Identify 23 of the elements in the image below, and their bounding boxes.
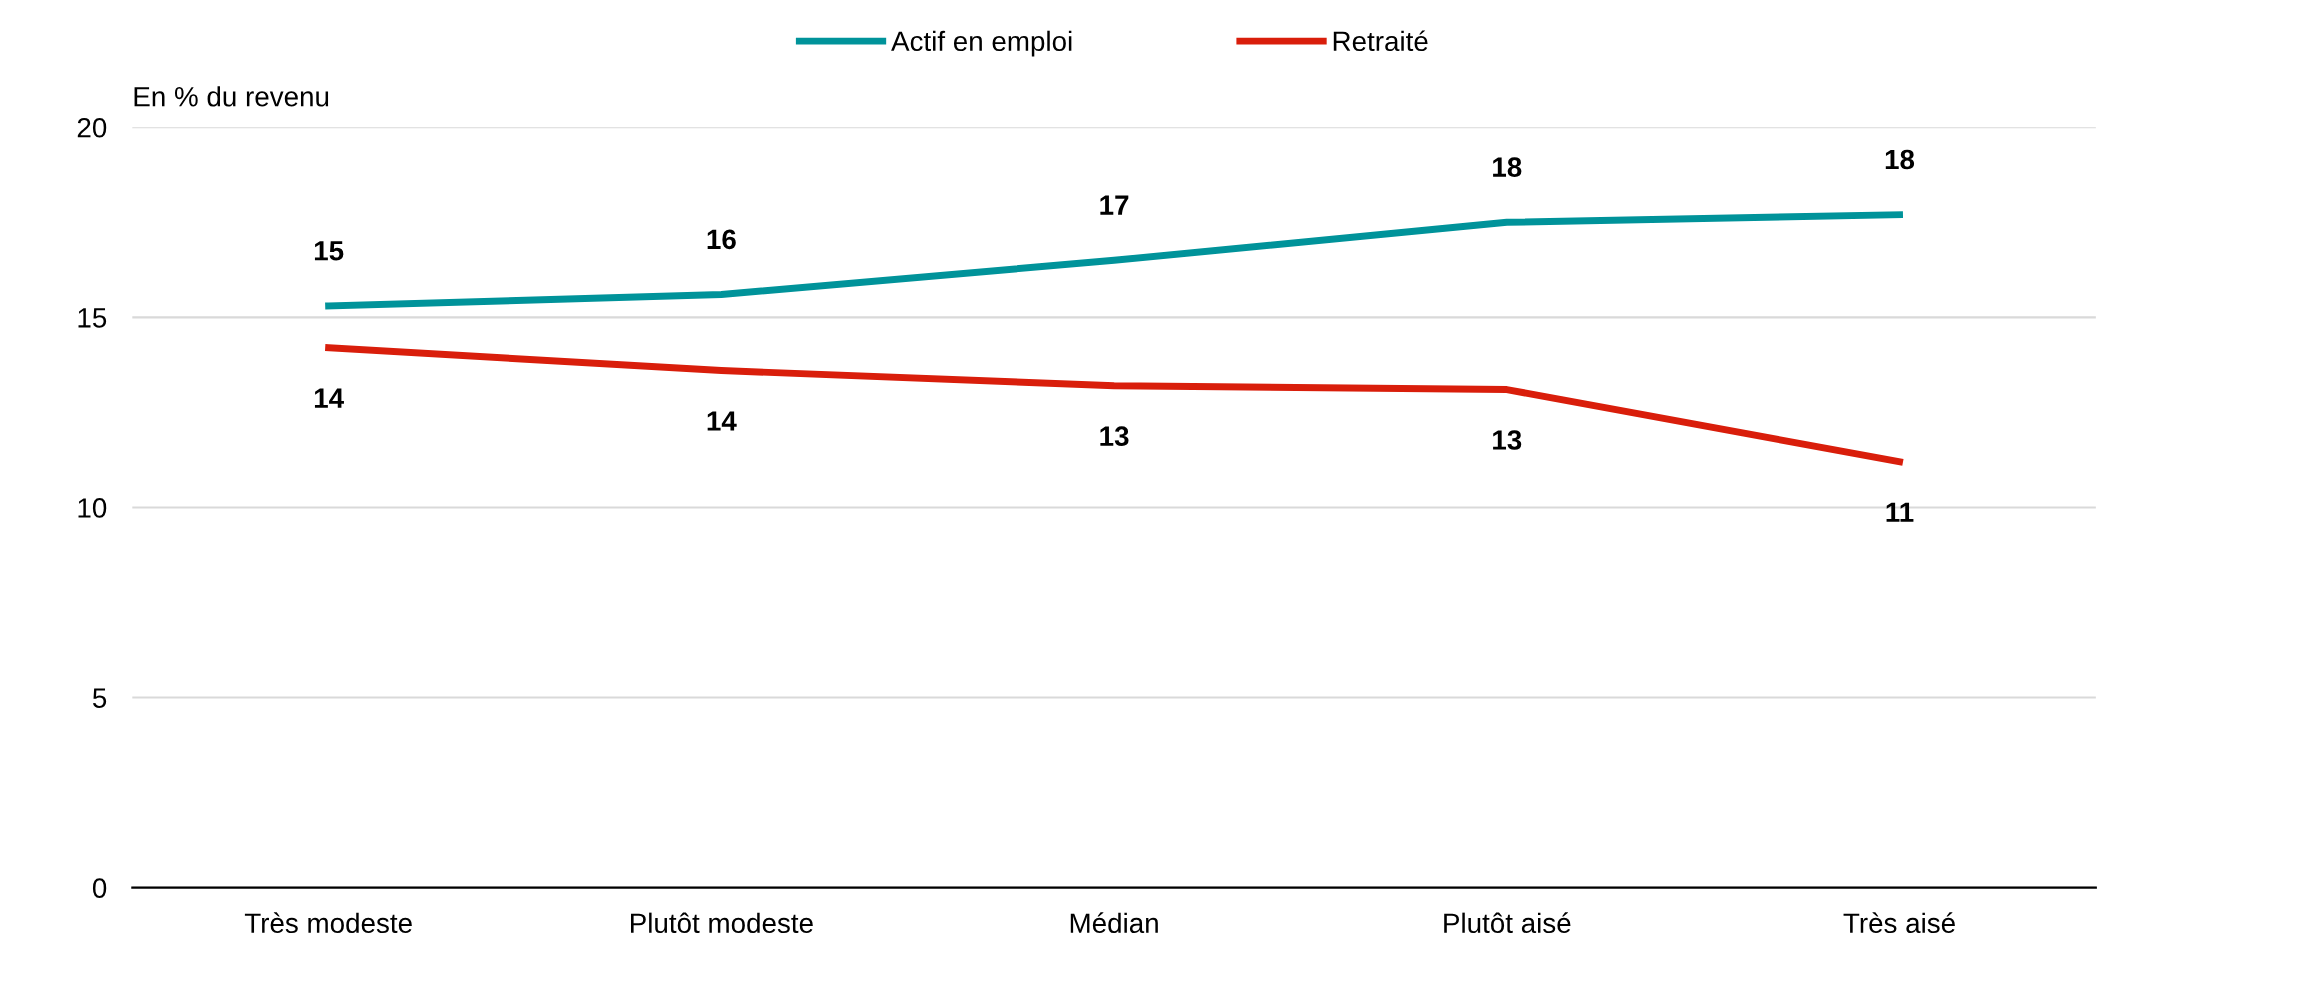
- y-tick-label: 15: [78, 308, 107, 328]
- data-label: 15: [314, 241, 344, 261]
- x-tick-label: Plutôt aisé: [1444, 912, 1571, 934]
- legend-label: Actif en emploi: [891, 30, 1072, 57]
- legend-label: Retraité: [1333, 30, 1428, 52]
- data-label: 11: [1886, 502, 1914, 522]
- y-tick-label: 5: [92, 688, 107, 708]
- x-tick-label: Très modeste: [244, 912, 412, 934]
- data-label: 13: [1100, 426, 1129, 447]
- y-axis-title: En % du revenu: [134, 86, 329, 107]
- data-label: 14: [707, 411, 737, 431]
- data-label: 14: [314, 388, 344, 408]
- data-label: 18: [1885, 149, 1915, 170]
- x-tick-label: Médian: [1070, 912, 1158, 934]
- data-label: 16: [707, 229, 736, 250]
- x-tick-label: Plutôt modeste: [631, 912, 813, 934]
- data-label: 18: [1493, 157, 1522, 177]
- y-tick-label: 10: [78, 498, 107, 518]
- y-tick-label: 0: [92, 878, 107, 898]
- x-tick-label: Très aisé: [1843, 912, 1955, 934]
- data-label: 17: [1100, 195, 1129, 215]
- data-label: 13: [1493, 430, 1522, 450]
- y-tick-label: 20: [77, 117, 107, 138]
